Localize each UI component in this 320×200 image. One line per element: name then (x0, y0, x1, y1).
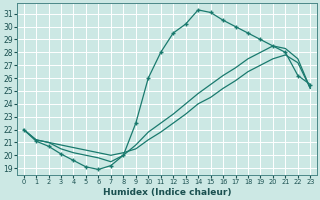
X-axis label: Humidex (Indice chaleur): Humidex (Indice chaleur) (103, 188, 231, 197)
